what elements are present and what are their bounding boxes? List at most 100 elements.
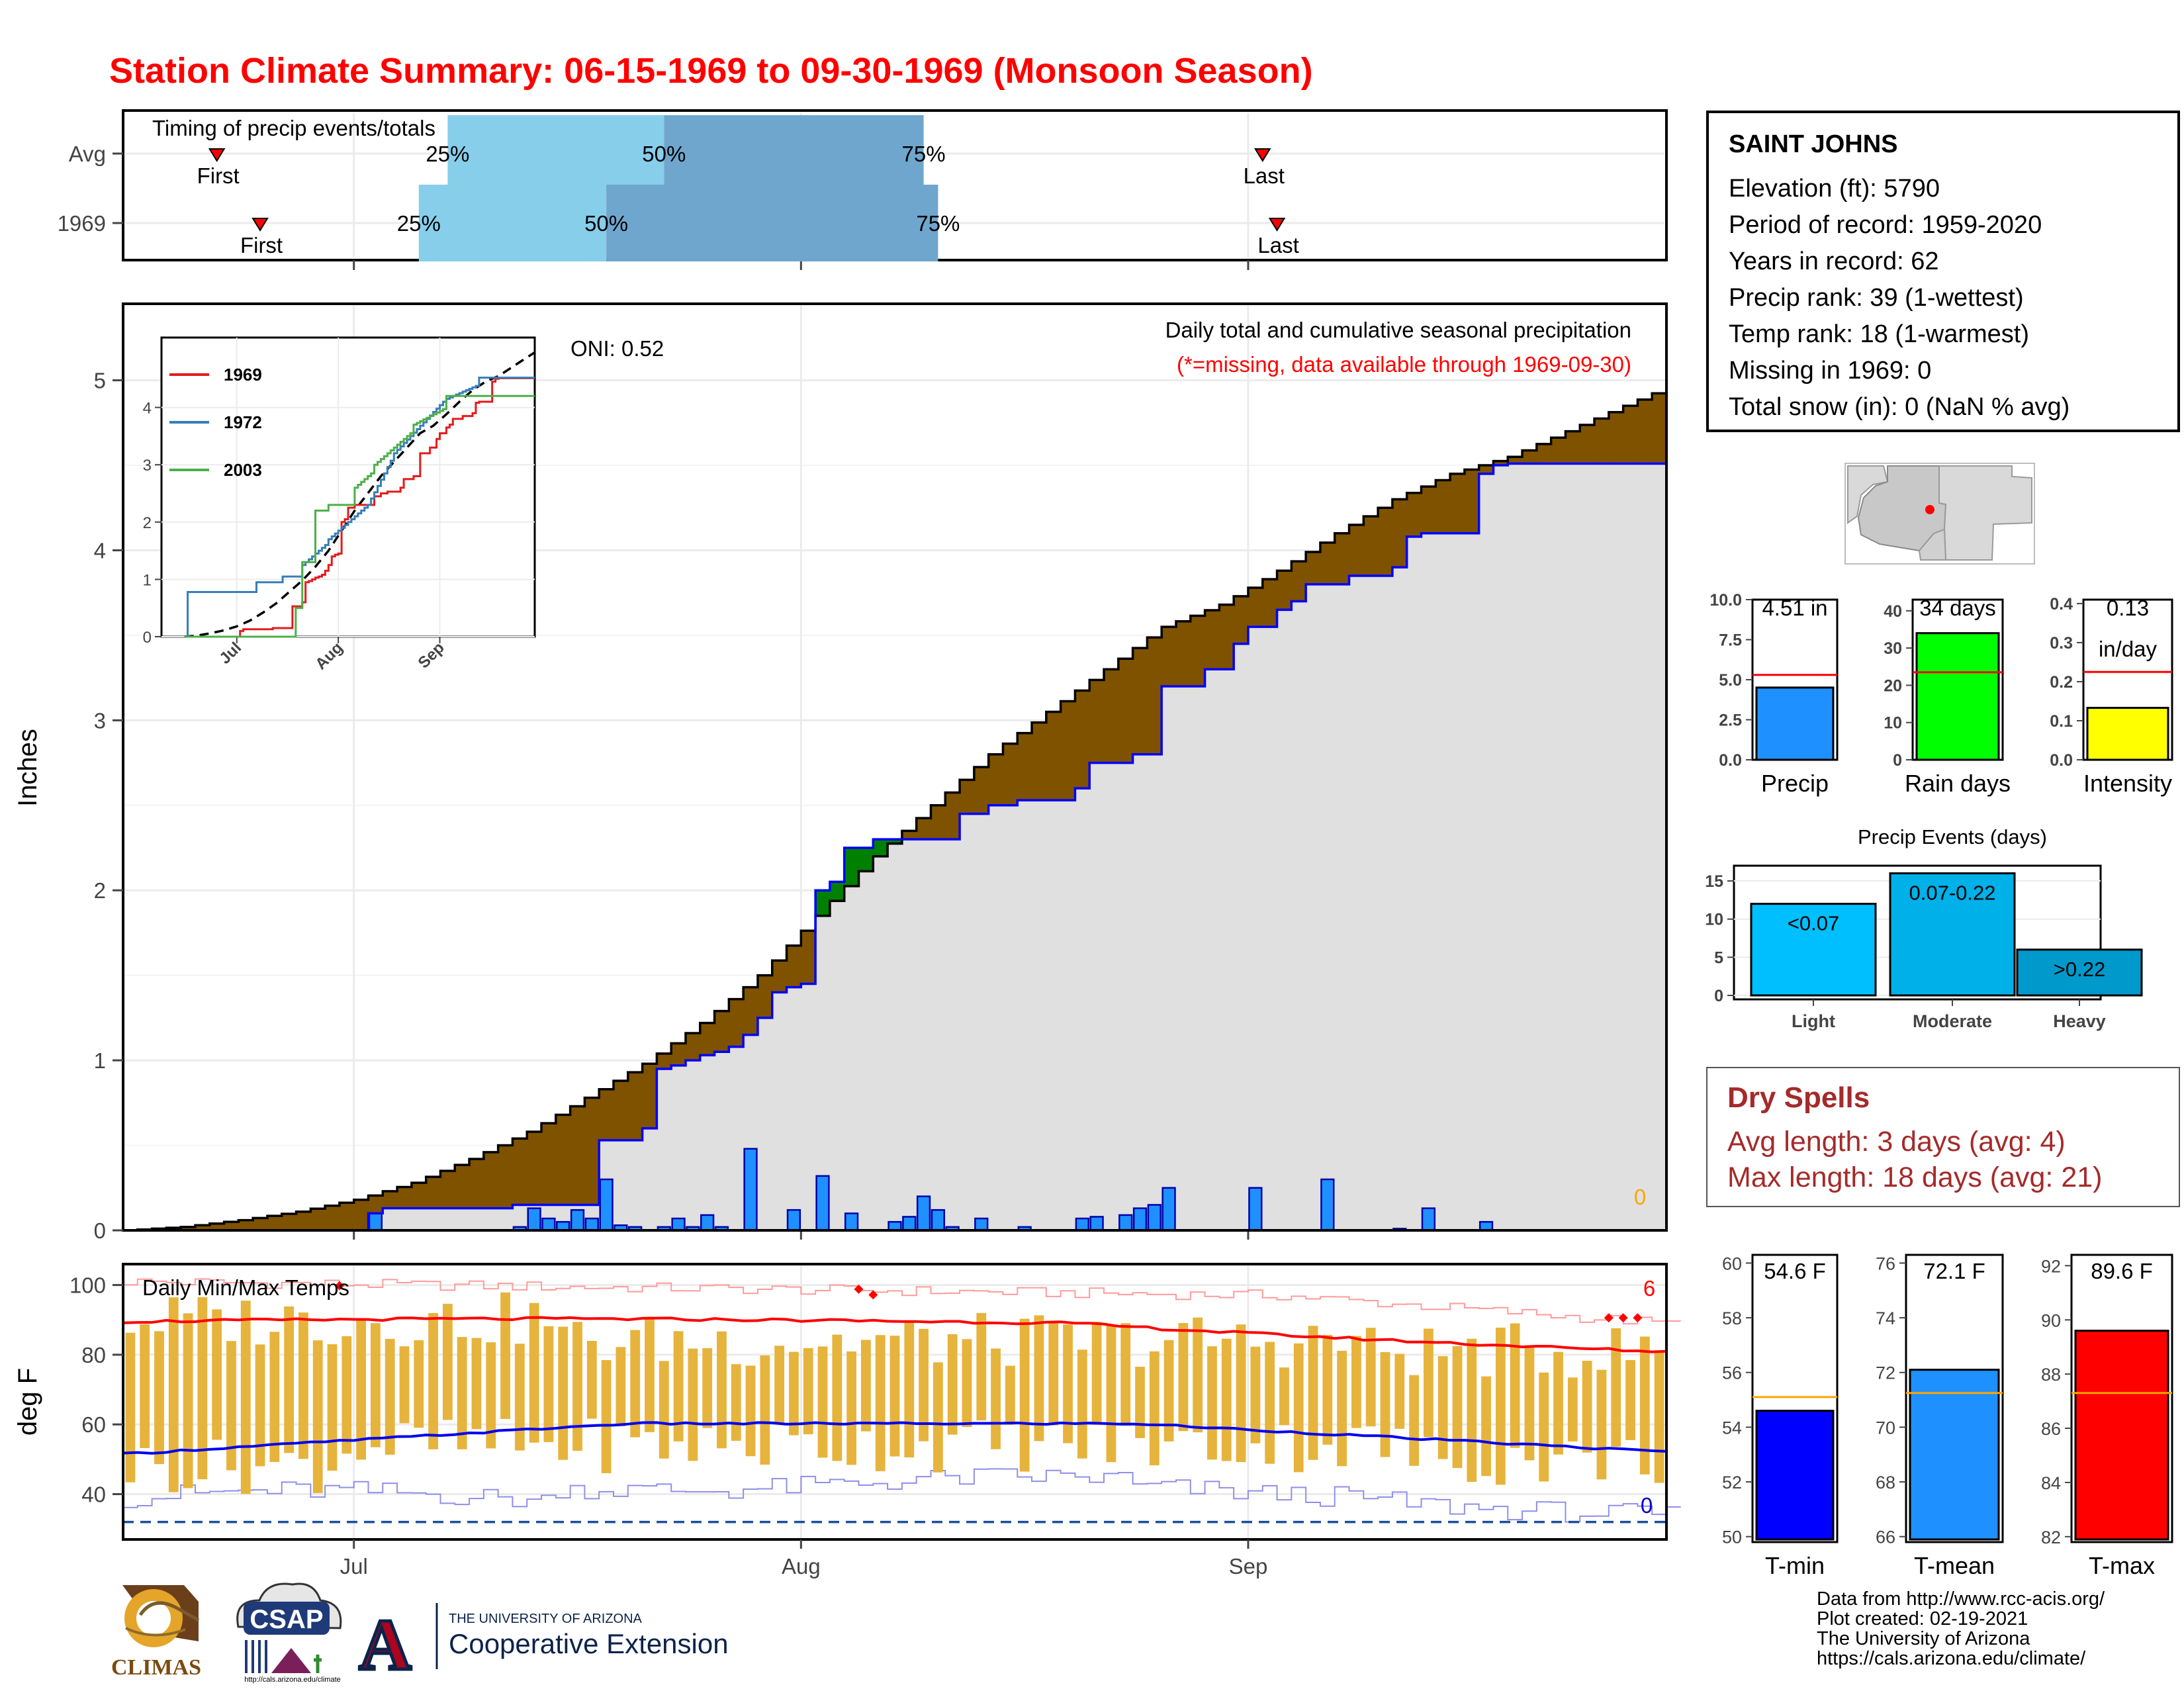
daily-temp-range-bar — [673, 1331, 684, 1441]
daily-temp-range-bar — [1135, 1366, 1145, 1438]
departure-fill — [729, 999, 744, 1047]
departure-fill — [931, 805, 946, 840]
daily-temp-range-bar — [1337, 1350, 1347, 1467]
daily-temp-range-bar — [1409, 1375, 1419, 1466]
timing-bar-25-50-1 — [418, 185, 607, 261]
daily-temp-range-bar — [1048, 1321, 1059, 1426]
daily-temp-range-bar — [140, 1324, 150, 1449]
main-ytick-label-3: 3 — [94, 708, 106, 733]
departure-fill — [974, 767, 989, 814]
daily-temp-range-bar — [1106, 1325, 1116, 1463]
first-label-1: First — [240, 233, 283, 257]
temp-bar-ytick-label-1: 68 — [1876, 1473, 1895, 1492]
mini-bar-ytick-label-1: 10 — [1884, 714, 1902, 733]
temp-bar-ytick-label-4: 58 — [1722, 1308, 1742, 1328]
events-ytick-label-3: 15 — [1705, 872, 1723, 891]
daily-precip-bar — [527, 1207, 541, 1232]
temp-bar-value — [1909, 1369, 2000, 1541]
events-bar-light — [1750, 903, 1877, 997]
temp-bar-value-label: 72.1 F — [1923, 1259, 1985, 1283]
inset-series-1969 — [184, 377, 535, 638]
daily-precip-bar — [1075, 1217, 1089, 1232]
daily-temp-range-bar — [486, 1342, 496, 1449]
departure-fill — [238, 1220, 253, 1230]
departure-fill — [440, 1171, 455, 1209]
daily-temp-range-bar — [1625, 1359, 1635, 1440]
departure-fill — [1147, 637, 1162, 754]
daily-temp-range-bar — [745, 1365, 756, 1457]
inset-legend-label-1972: 1972 — [224, 412, 262, 432]
daily-temp-range-bar — [500, 1292, 510, 1419]
record-high-marker-2 — [868, 1290, 878, 1300]
daily-temp-range-bar — [1467, 1338, 1477, 1482]
temp-ytick-label-3: 100 — [69, 1273, 106, 1298]
temperature-bar-charts: 50 52 54 56 58 60 54.6 F T-min 66 68 70 72 74 76 72.1 … — [1722, 1254, 2173, 1579]
daily-precip-bar — [584, 1217, 599, 1232]
temp-bar-ytick-label-1: 84 — [2041, 1473, 2061, 1493]
daily-temp-range-bar — [586, 1341, 597, 1419]
footer-line-2: Plot created: 02-19-2021 — [1817, 1608, 2028, 1629]
departure-fill — [1522, 450, 1537, 464]
mini-bar-charts: 0.0 2.5 5.0 7.5 10.0 4.51 in Precip 0 10 20 30 40 34… — [1709, 591, 2173, 797]
daily-temp-range-bar — [1365, 1328, 1376, 1427]
timing-label-50-1: 50% — [584, 211, 628, 236]
daily-temp-range-bar — [1553, 1351, 1563, 1455]
last-marker-1 — [1268, 218, 1286, 232]
record-high-marker-4 — [1618, 1313, 1628, 1323]
daily-temp-range-bar — [1005, 1365, 1015, 1425]
daily-temp-range-bar — [154, 1331, 164, 1465]
daily-temp-range-bar — [1582, 1361, 1592, 1453]
daily-temp-range-bar — [1279, 1367, 1289, 1426]
inset-ytick-label-3: 3 — [143, 457, 152, 475]
mini-bar-ytick-label-4: 40 — [1884, 602, 1902, 621]
departure-fill — [267, 1216, 283, 1230]
ua-letter: A — [359, 1604, 411, 1685]
daily-temp-range-bar — [1019, 1318, 1030, 1472]
temp-bar-ytick-label-0: 66 — [1876, 1528, 1895, 1547]
mini-bar-value-label: 4.51 in — [1762, 596, 1827, 620]
inset-series-2003 — [184, 394, 535, 638]
temp-bar-ytick-label-4: 74 — [1876, 1308, 1895, 1328]
events-bar-moderate — [1889, 872, 2016, 997]
temp-xtick-label-0: Jul — [340, 1554, 368, 1578]
daily-temp-range-bar — [1265, 1342, 1275, 1464]
mini-bar-ytick-label-4: 0.4 — [2050, 595, 2073, 614]
departure-fill — [368, 1195, 383, 1214]
temp-bar-ytick-label-2: 86 — [2041, 1419, 2061, 1439]
temp-bar-ytick-label-2: 70 — [1876, 1418, 1895, 1438]
station-period: Period of record: 1959-2020 — [1729, 211, 2042, 239]
departure-fill — [627, 1072, 643, 1140]
last-marker-0 — [1253, 148, 1271, 162]
mini-bar-ytick-label-1: 2.5 — [1719, 711, 1742, 730]
daily-temp-range-bar — [1221, 1338, 1232, 1461]
mini-bar-ytick-label-1: 0.1 — [2050, 712, 2073, 731]
daily-temp-range-bar — [1250, 1346, 1261, 1443]
departure-fill — [1046, 711, 1062, 801]
daily-temp-range-bar — [341, 1336, 352, 1454]
temp-bar-ytick-label-5: 76 — [1876, 1254, 1895, 1273]
observed-cumulative-area — [123, 463, 1666, 1230]
temp-bar-chart-t-min: 50 52 54 56 58 60 54.6 F T-min — [1722, 1254, 1839, 1579]
events-category-label-1: Moderate — [1913, 1011, 1992, 1031]
hot-day-count: 6 — [1643, 1276, 1655, 1301]
departure-fill — [1032, 722, 1047, 801]
footer-line-4: https://cals.arizona.edu/climate/ — [1817, 1648, 2086, 1669]
departure-fill — [1493, 461, 1508, 466]
footer-line-1: Data from http://www.rcc-acis.org/ — [1817, 1588, 2105, 1610]
departure-fill — [599, 1089, 614, 1140]
timing-row-label-avg: Avg — [69, 142, 106, 166]
state-map — [1844, 463, 2035, 565]
average-low-line — [122, 1421, 1667, 1455]
temp-ytick-label-0: 40 — [81, 1483, 106, 1507]
first-marker-1 — [251, 218, 269, 232]
daily-temp-range-bar — [976, 1312, 987, 1421]
daily-temp-range-bar — [371, 1323, 381, 1447]
daily-precip-bar — [844, 1212, 859, 1232]
inset-ytick-label-4: 4 — [143, 400, 152, 418]
main-ytick-label-5: 5 — [94, 369, 106, 393]
temp-bar-ytick-label-4: 90 — [2041, 1310, 2061, 1330]
daily-temp-range-bar — [1481, 1376, 1491, 1477]
first-label-0: First — [197, 163, 240, 188]
daily-temp-range-bar — [889, 1336, 900, 1457]
